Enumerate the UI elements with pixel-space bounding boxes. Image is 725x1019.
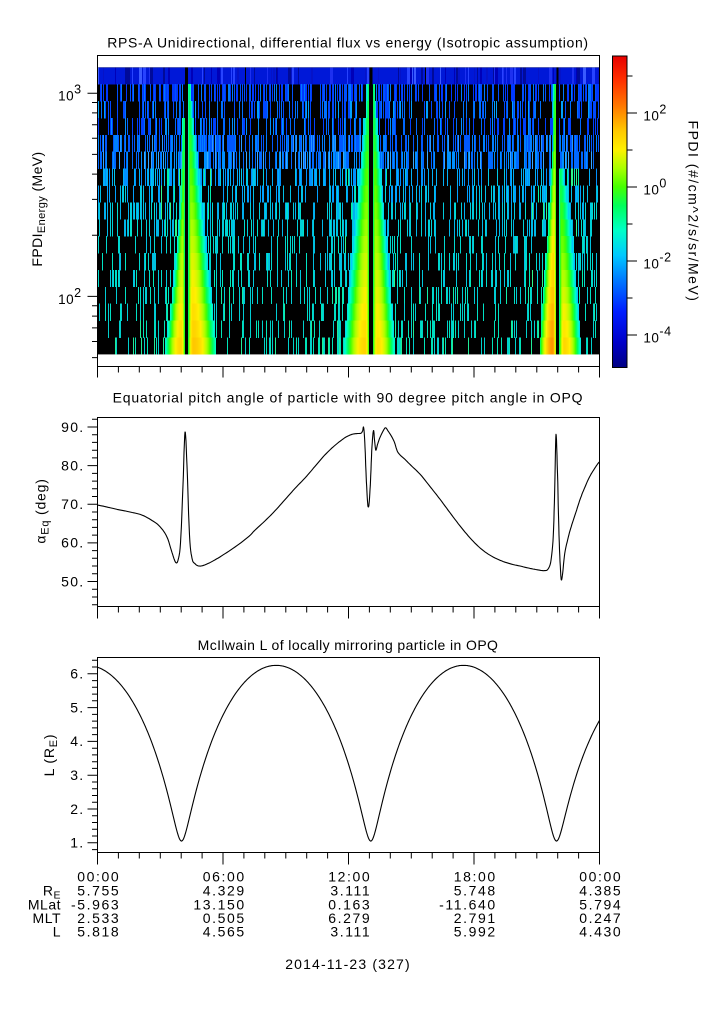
svg-text:5.818: 5.818 — [77, 924, 120, 940]
svg-text:-11.640: -11.640 — [439, 897, 497, 913]
svg-text:4.: 4. — [70, 733, 84, 749]
svg-text:5.794: 5.794 — [579, 897, 622, 913]
svg-text:Equatorial pitch angle of part: Equatorial pitch angle of particle with … — [113, 390, 584, 406]
svg-text:3.111: 3.111 — [330, 883, 371, 899]
svg-text:00:00: 00:00 — [77, 869, 120, 885]
svg-text:1.: 1. — [70, 835, 84, 851]
svg-text:5.748: 5.748 — [454, 883, 497, 899]
svg-text:50.: 50. — [61, 573, 84, 589]
svg-text:MLat: MLat — [28, 897, 61, 913]
svg-text:3.111: 3.111 — [330, 924, 371, 940]
svg-text:5.: 5. — [70, 699, 84, 715]
svg-text:80.: 80. — [61, 457, 84, 473]
svg-text:12:00: 12:00 — [328, 869, 371, 885]
svg-text:0.247: 0.247 — [579, 910, 622, 926]
svg-text:-5.963: -5.963 — [71, 897, 120, 913]
svg-text:4.329: 4.329 — [203, 883, 246, 899]
svg-text:FPDIEnergy (MeV): FPDIEnergy (MeV) — [29, 151, 48, 266]
svg-text:6.279: 6.279 — [328, 910, 371, 926]
svg-text:2014-11-23 (327): 2014-11-23 (327) — [285, 956, 411, 972]
svg-text:06:00: 06:00 — [203, 869, 246, 885]
svg-text:MLT: MLT — [33, 910, 61, 926]
svg-text:5.992: 5.992 — [454, 924, 497, 940]
svg-text:L: L — [53, 924, 61, 940]
svg-text:60.: 60. — [61, 535, 84, 551]
svg-text:RPS-A Unidirectional, differen: RPS-A Unidirectional, differential flux … — [107, 35, 589, 51]
svg-text:2.533: 2.533 — [77, 910, 120, 926]
svg-text:5.755: 5.755 — [77, 883, 120, 899]
svg-text:0.505: 0.505 — [203, 910, 246, 926]
svg-text:FPDI (#/cm^2/s/sr/MeV): FPDI (#/cm^2/s/sr/MeV) — [686, 121, 702, 303]
svg-text:4.565: 4.565 — [203, 924, 246, 940]
svg-text:3.: 3. — [70, 767, 84, 783]
svg-text:70.: 70. — [61, 496, 84, 512]
svg-text:13.150: 13.150 — [193, 897, 245, 913]
svg-text:90.: 90. — [61, 419, 84, 435]
svg-text:6.: 6. — [70, 666, 84, 682]
svg-text:McIlwain L of locally mirrorin: McIlwain L of locally mirroring particle… — [198, 637, 499, 653]
svg-text:2.791: 2.791 — [454, 910, 497, 926]
svg-text:2.: 2. — [70, 801, 84, 817]
svg-text:18:00: 18:00 — [454, 869, 497, 885]
svg-text:00:00: 00:00 — [579, 869, 622, 885]
svg-text:4.385: 4.385 — [579, 883, 622, 899]
svg-text:4.430: 4.430 — [579, 924, 622, 940]
svg-text:0.163: 0.163 — [328, 897, 371, 913]
